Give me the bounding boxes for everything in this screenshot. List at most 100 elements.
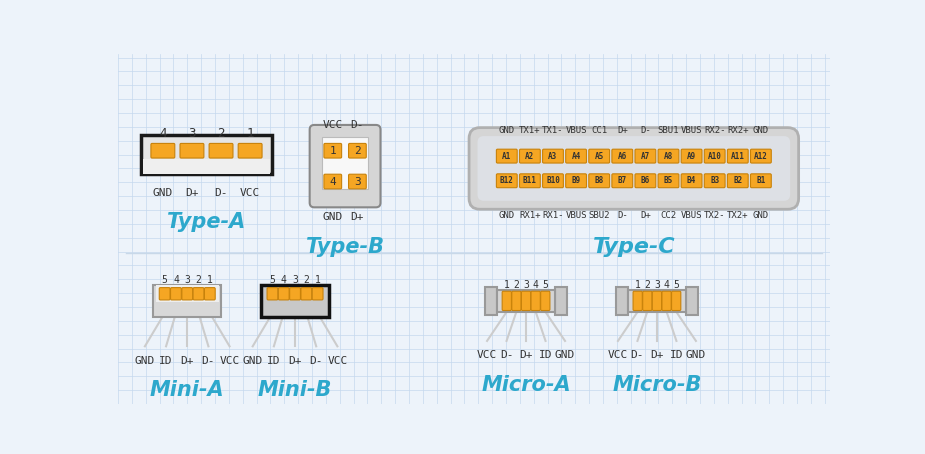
Text: D+: D+ bbox=[289, 355, 302, 365]
Text: GND: GND bbox=[555, 350, 575, 360]
FancyBboxPatch shape bbox=[750, 174, 771, 188]
FancyBboxPatch shape bbox=[635, 149, 656, 163]
FancyBboxPatch shape bbox=[612, 174, 633, 188]
Text: A4: A4 bbox=[572, 152, 581, 161]
Bar bbox=[322, 137, 368, 189]
Text: D+: D+ bbox=[185, 188, 199, 197]
Text: A6: A6 bbox=[618, 152, 627, 161]
FancyBboxPatch shape bbox=[612, 149, 633, 163]
Text: VCC: VCC bbox=[219, 355, 240, 365]
Text: A9: A9 bbox=[687, 152, 697, 161]
Bar bbox=[261, 285, 329, 317]
Bar bbox=[141, 135, 272, 174]
Text: TX1+: TX1+ bbox=[519, 126, 540, 135]
Text: D-: D- bbox=[500, 350, 513, 360]
Text: RX1-: RX1- bbox=[542, 211, 563, 220]
Text: B1: B1 bbox=[757, 176, 766, 185]
Text: D-: D- bbox=[617, 211, 628, 220]
Bar bbox=[497, 290, 555, 311]
Text: SBU2: SBU2 bbox=[588, 211, 610, 220]
Bar bbox=[685, 287, 698, 315]
FancyBboxPatch shape bbox=[704, 149, 725, 163]
Bar bbox=[628, 290, 685, 311]
Text: TX2+: TX2+ bbox=[727, 211, 748, 220]
Text: A2: A2 bbox=[525, 152, 535, 161]
Text: 2: 2 bbox=[513, 280, 519, 290]
FancyBboxPatch shape bbox=[301, 287, 312, 300]
FancyBboxPatch shape bbox=[170, 287, 181, 300]
Bar bbox=[616, 287, 628, 315]
FancyBboxPatch shape bbox=[349, 143, 366, 158]
Text: TX1-: TX1- bbox=[542, 126, 563, 135]
Text: ID: ID bbox=[159, 355, 173, 365]
Bar bbox=[555, 287, 567, 315]
Text: 1: 1 bbox=[207, 275, 213, 285]
FancyBboxPatch shape bbox=[681, 174, 702, 188]
FancyBboxPatch shape bbox=[589, 174, 610, 188]
Text: 4: 4 bbox=[173, 275, 179, 285]
Text: B10: B10 bbox=[546, 176, 560, 185]
FancyBboxPatch shape bbox=[151, 143, 175, 158]
FancyBboxPatch shape bbox=[324, 143, 341, 158]
FancyBboxPatch shape bbox=[658, 149, 679, 163]
FancyBboxPatch shape bbox=[635, 174, 656, 188]
Text: GND: GND bbox=[135, 355, 155, 365]
FancyBboxPatch shape bbox=[652, 291, 661, 311]
Text: GND: GND bbox=[323, 212, 343, 222]
FancyBboxPatch shape bbox=[159, 287, 170, 300]
Text: 5: 5 bbox=[542, 280, 549, 290]
Text: D-: D- bbox=[640, 126, 651, 135]
Text: TX2-: TX2- bbox=[704, 211, 725, 220]
Text: VBUS: VBUS bbox=[681, 211, 702, 220]
Text: 4: 4 bbox=[281, 275, 287, 285]
FancyBboxPatch shape bbox=[643, 291, 652, 311]
FancyBboxPatch shape bbox=[477, 136, 790, 201]
Text: VCC: VCC bbox=[240, 188, 260, 197]
FancyBboxPatch shape bbox=[469, 128, 798, 209]
Text: 3: 3 bbox=[354, 177, 361, 187]
Text: 2: 2 bbox=[195, 275, 202, 285]
Text: D-: D- bbox=[631, 350, 644, 360]
FancyBboxPatch shape bbox=[543, 174, 563, 188]
Text: Mini-A: Mini-A bbox=[150, 380, 225, 400]
Text: 1: 1 bbox=[314, 275, 321, 285]
Text: 5: 5 bbox=[269, 275, 276, 285]
FancyBboxPatch shape bbox=[209, 143, 233, 158]
Text: A10: A10 bbox=[708, 152, 722, 161]
FancyBboxPatch shape bbox=[566, 174, 586, 188]
Text: A7: A7 bbox=[641, 152, 650, 161]
Text: D+: D+ bbox=[617, 126, 628, 135]
FancyBboxPatch shape bbox=[589, 149, 610, 163]
Text: B9: B9 bbox=[572, 176, 581, 185]
Text: GND: GND bbox=[153, 188, 173, 197]
FancyBboxPatch shape bbox=[324, 174, 341, 189]
FancyBboxPatch shape bbox=[497, 149, 517, 163]
Text: Micro-A: Micro-A bbox=[481, 375, 571, 395]
Text: A8: A8 bbox=[664, 152, 673, 161]
FancyBboxPatch shape bbox=[633, 291, 642, 311]
Text: VCC: VCC bbox=[323, 120, 343, 130]
Text: 3: 3 bbox=[184, 275, 191, 285]
Text: Type-C: Type-C bbox=[593, 237, 675, 257]
Text: A11: A11 bbox=[731, 152, 745, 161]
Text: 2: 2 bbox=[645, 280, 650, 290]
FancyBboxPatch shape bbox=[182, 287, 192, 300]
Text: Type-A: Type-A bbox=[167, 212, 246, 232]
FancyBboxPatch shape bbox=[267, 287, 278, 300]
Text: VCC: VCC bbox=[608, 350, 628, 360]
Text: CC1: CC1 bbox=[591, 126, 607, 135]
Text: D+: D+ bbox=[650, 350, 664, 360]
Text: VBUS: VBUS bbox=[565, 126, 586, 135]
Text: SBU1: SBU1 bbox=[658, 126, 679, 135]
Text: 3: 3 bbox=[188, 127, 196, 140]
FancyBboxPatch shape bbox=[313, 287, 323, 300]
Text: 4: 4 bbox=[159, 127, 166, 140]
Text: GND: GND bbox=[499, 211, 515, 220]
Text: Mini-B: Mini-B bbox=[258, 380, 332, 400]
Text: 2: 2 bbox=[217, 127, 225, 140]
Text: GND: GND bbox=[685, 350, 706, 360]
Text: RX2+: RX2+ bbox=[727, 126, 748, 135]
Text: B7: B7 bbox=[618, 176, 627, 185]
Text: D-: D- bbox=[202, 355, 216, 365]
Text: VBUS: VBUS bbox=[681, 126, 702, 135]
